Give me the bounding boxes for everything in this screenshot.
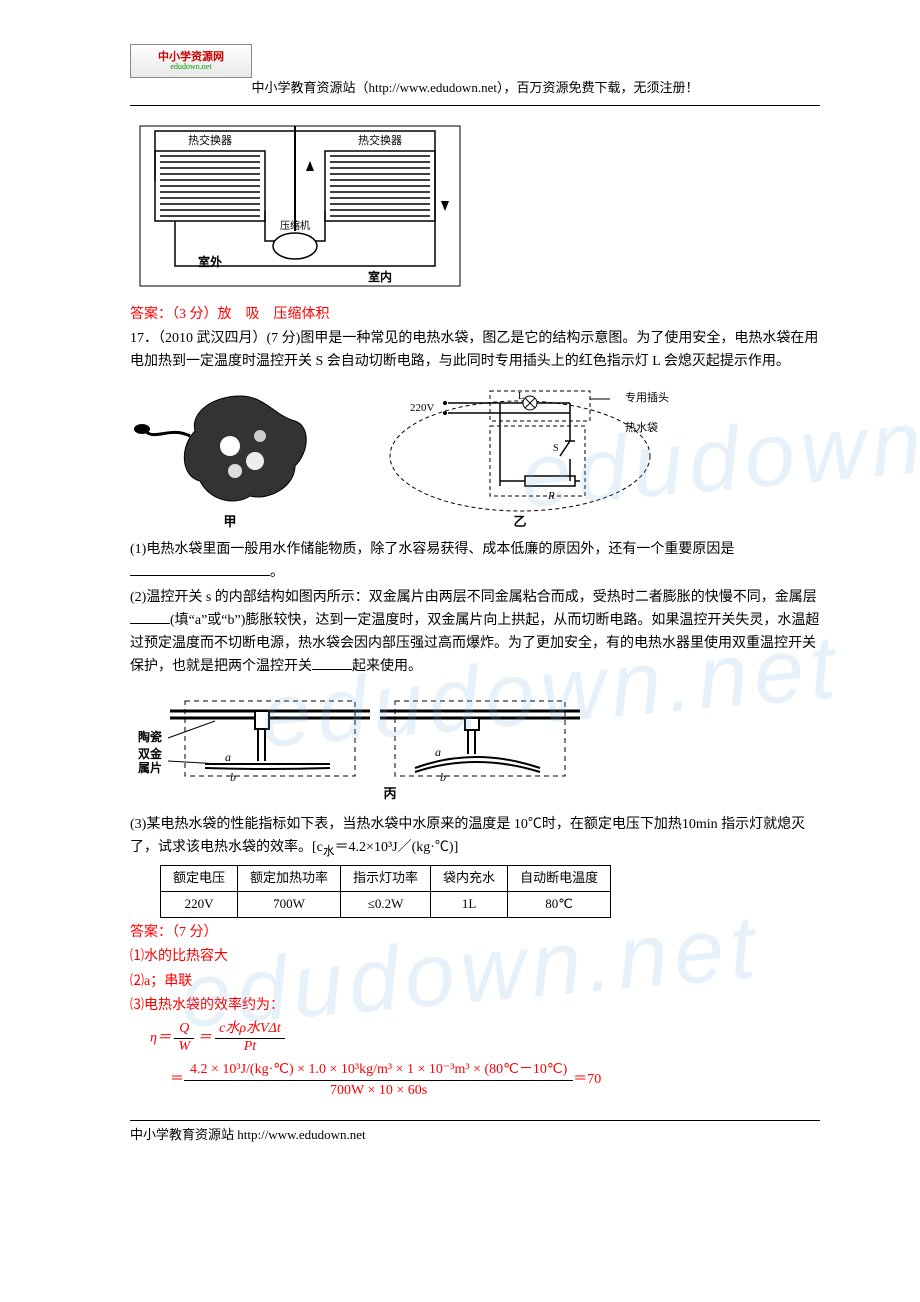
blank-2b xyxy=(312,655,352,670)
spec-table: 额定电压 额定加热功率 指示灯功率 袋内充水 自动断电温度 220V 700W … xyxy=(160,865,611,918)
svg-text:专用插头: 专用插头 xyxy=(625,390,669,404)
q17-part2: (2)温控开关 s 的内部结构如图丙所示：双金属片由两层不同金属粘合而成，受热时… xyxy=(130,587,820,679)
answer-17-title: 答案：（7 分） xyxy=(130,922,820,944)
answer-17-1: ⑴水的比热容大 xyxy=(130,946,820,968)
q17-part3: (3)某电热水袋的性能指标如下表，当热水袋中水原来的温度是 10℃时，在额定电压… xyxy=(130,814,820,861)
svg-text:a: a xyxy=(225,750,231,764)
logo-cn: 中小学资源网 xyxy=(158,51,224,63)
th-4: 自动断电温度 xyxy=(508,866,611,892)
page: edudown.net edudown.net edudown.net 中小学资… xyxy=(0,0,920,1176)
th-2: 指示灯功率 xyxy=(341,866,431,892)
svg-text:S: S xyxy=(553,443,559,454)
th-3: 袋内充水 xyxy=(431,866,508,892)
svg-text:热交换器: 热交换器 xyxy=(188,133,232,147)
svg-text:丙: 丙 xyxy=(383,786,396,801)
svg-text:b: b xyxy=(230,770,236,784)
heat-pump-diagram: 热交换器 室外 热交换器 室内 压缩机 xyxy=(130,116,820,296)
figure-yi: 专用插头 热水袋 220V L xyxy=(370,381,670,531)
svg-text:a: a xyxy=(435,745,441,759)
svg-text:热水袋: 热水袋 xyxy=(625,420,658,434)
td-3: 1L xyxy=(431,891,508,917)
svg-text:乙: 乙 xyxy=(513,514,526,529)
formula-line-1: η＝ Q W ＝ c水ρ水VΔt Pt xyxy=(150,1021,820,1056)
site-logo: 中小学资源网 edudown.net xyxy=(130,44,252,78)
answer-16-text: （3 分）放 吸 压缩体积 xyxy=(172,307,330,322)
table-row: 220V 700W ≤0.2W 1L 80℃ xyxy=(161,891,611,917)
answer-17-3: ⑶电热水袋的效率约为： xyxy=(130,995,820,1017)
svg-text:b: b xyxy=(440,770,446,784)
formula-line-2: ＝ 4.2 × 10³J/(kg·℃) × 1.0 × 10³kg/m³ × 1… xyxy=(170,1060,820,1100)
svg-text:陶瓷: 陶瓷 xyxy=(138,729,162,744)
td-0: 220V xyxy=(161,891,238,917)
th-1: 额定加热功率 xyxy=(238,866,341,892)
frac-numeric: 4.2 × 10³J/(kg·℃) × 1.0 × 10³kg/m³ × 1 ×… xyxy=(184,1060,573,1100)
frac-qw: Q W xyxy=(174,1021,194,1056)
blank-1 xyxy=(130,561,270,576)
answer-16: 答案：（3 分）放 吸 压缩体积 xyxy=(130,304,820,326)
header-rule xyxy=(130,105,820,106)
blank-2a xyxy=(130,609,170,624)
th-0: 额定电压 xyxy=(161,866,238,892)
answer-label: 答案： xyxy=(130,307,172,322)
answer-17-2: ⑵a；串联 xyxy=(130,971,820,993)
svg-text:L: L xyxy=(518,391,524,402)
page-footer: 中小学教育资源站 http://www.edudown.net xyxy=(130,1120,820,1146)
svg-text:220V: 220V xyxy=(410,402,435,414)
svg-text:属片: 属片 xyxy=(138,760,162,775)
table-header-row: 额定电压 额定加热功率 指示灯功率 袋内充水 自动断电温度 xyxy=(161,866,611,892)
svg-text:室内: 室内 xyxy=(368,269,392,284)
td-2: ≤0.2W xyxy=(341,891,431,917)
svg-text:双金: 双金 xyxy=(138,746,163,761)
q17-stem: 17．（2010 武汉四月）(7 分)图甲是一种常见的电热水袋，图乙是它的结构示… xyxy=(130,328,820,373)
q17-figures: 甲 专用插头 热水袋 220V L xyxy=(130,381,820,531)
svg-text:压缩机: 压缩机 xyxy=(280,219,310,232)
frac-cp: c水ρ水VΔt Pt xyxy=(215,1021,285,1056)
logo-en: edudown.net xyxy=(170,63,211,72)
figure-jia: 甲 xyxy=(130,381,330,531)
q17-part1: (1)电热水袋里面一般用水作储能物质，除了水容易获得、成本低廉的原因外，还有一个… xyxy=(130,539,820,585)
td-4: 80℃ xyxy=(508,891,611,917)
td-1: 700W xyxy=(238,891,341,917)
svg-text:热交换器: 热交换器 xyxy=(358,133,402,147)
figure-bing: 陶瓷 双金 属片 a b xyxy=(130,686,820,806)
svg-text:甲: 甲 xyxy=(223,514,236,529)
